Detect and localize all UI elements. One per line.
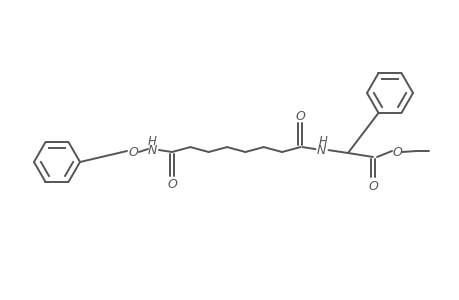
Text: O: O [128, 146, 138, 158]
Text: H: H [147, 134, 156, 148]
Text: O: O [167, 178, 177, 191]
Text: H: H [319, 135, 327, 148]
Text: O: O [295, 110, 305, 123]
Text: N: N [316, 144, 325, 157]
Text: O: O [367, 179, 377, 193]
Text: N: N [147, 143, 157, 157]
Text: O: O [391, 146, 401, 158]
